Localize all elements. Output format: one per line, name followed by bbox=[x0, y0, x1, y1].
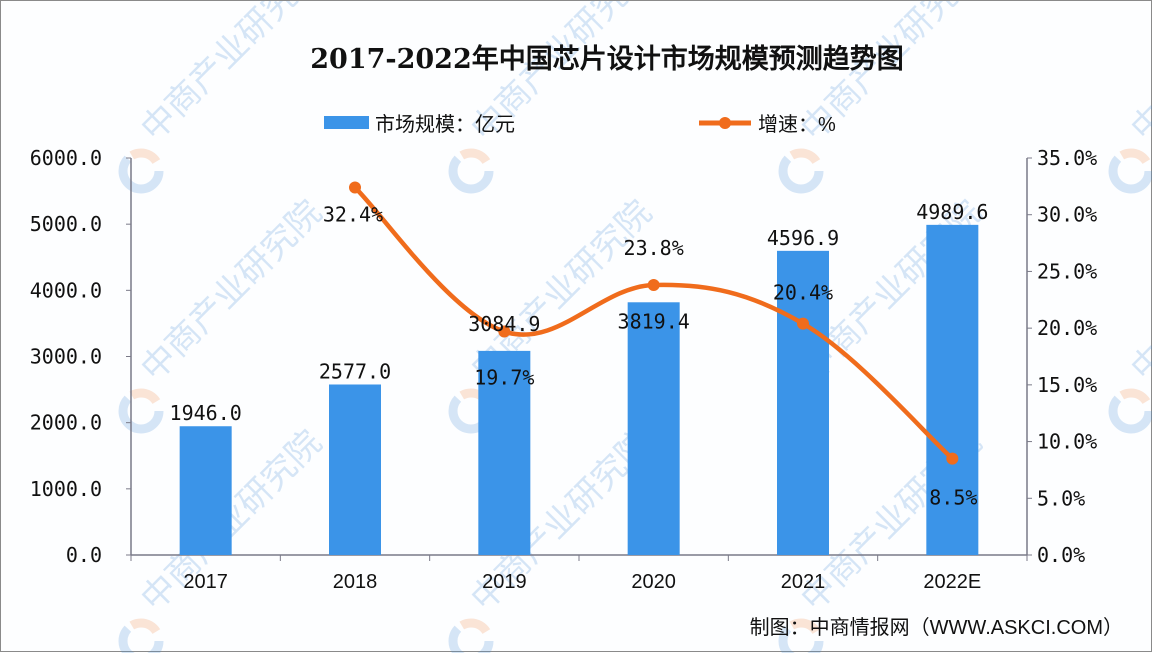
bar-value-label: 2577.0 bbox=[319, 359, 391, 383]
svg-text:中商产业研究院: 中商产业研究院 bbox=[1124, 193, 1152, 388]
data-labels: 1946.0 2577.0 3084.9 3819.4 4596.9 4989.6 32.4… bbox=[170, 200, 989, 510]
bar bbox=[179, 426, 232, 555]
right-tick-label: 25.0% bbox=[1037, 259, 1097, 283]
right-tick-label: 10.0% bbox=[1037, 430, 1097, 454]
line-marker bbox=[349, 181, 361, 194]
legend-line-marker-icon bbox=[719, 117, 731, 129]
bar-value-label: 3819.4 bbox=[618, 309, 690, 333]
legend-bar-swatch bbox=[324, 116, 369, 129]
legend: 市场规模：亿元 增速：% bbox=[324, 113, 836, 136]
left-tick-label: 6000.0 bbox=[30, 146, 102, 170]
x-tick-label: 2021 bbox=[781, 571, 826, 593]
right-tick-label: 0.0% bbox=[1037, 543, 1085, 567]
growth-value-label: 19.7% bbox=[474, 366, 534, 390]
bar bbox=[926, 224, 979, 555]
watermark-logo-icon: 中商产业研究院 bbox=[448, 1, 659, 194]
source-note: 制图：中商情报网（WWW.ASKCI.COM） bbox=[750, 616, 1123, 639]
x-tick-label: 2020 bbox=[631, 571, 676, 593]
svg-text:中商产业研究院: 中商产业研究院 bbox=[1124, 1, 1152, 148]
growth-value-label: 20.4% bbox=[773, 281, 833, 305]
legend-line-label: 增速：% bbox=[758, 113, 836, 136]
svg-text:中商产业研究院: 中商产业研究院 bbox=[134, 193, 329, 388]
bar-value-label: 1946.0 bbox=[170, 401, 242, 425]
watermark-logo-icon: 中商产业研究院 bbox=[118, 193, 329, 434]
x-tick-label: 2022E bbox=[923, 571, 981, 593]
growth-value-label: 23.8% bbox=[624, 236, 684, 260]
x-tick-label: 2018 bbox=[333, 571, 378, 593]
line-marker bbox=[797, 317, 809, 330]
axes: 0.0 1000.0 2000.0 3000.0 4000.0 5000.0 6000.0 0… bbox=[30, 146, 1097, 593]
left-tick-label: 0.0 bbox=[66, 543, 102, 567]
line-marker bbox=[498, 325, 511, 338]
line-marker bbox=[946, 452, 959, 465]
bar-series bbox=[179, 224, 979, 556]
left-tick-label: 5000.0 bbox=[30, 212, 102, 236]
watermark-logo-icon: 中商产业研究院 bbox=[778, 1, 989, 194]
right-tick-label: 30.0% bbox=[1037, 203, 1097, 227]
right-tick-label: 15.0% bbox=[1037, 373, 1097, 397]
x-tick-label: 2017 bbox=[183, 571, 228, 593]
bar bbox=[627, 302, 680, 555]
bar bbox=[478, 350, 531, 555]
bar-value-label: 4596.9 bbox=[767, 226, 839, 250]
bar bbox=[777, 250, 829, 556]
chart-title: 2017-2022年中国芯片设计市场规模预测趋势图 bbox=[310, 43, 904, 75]
left-tick-label: 3000.0 bbox=[30, 345, 102, 369]
watermark-logo-icon: 中商产业研究院 bbox=[1108, 193, 1152, 434]
left-tick-label: 2000.0 bbox=[30, 411, 102, 435]
x-tick-label: 2019 bbox=[482, 571, 527, 593]
growth-value-label: 8.5% bbox=[929, 486, 977, 510]
bar-value-label: 3084.9 bbox=[468, 312, 540, 336]
left-tick-label: 4000.0 bbox=[30, 278, 102, 302]
watermark-logo-icon: 中商产业研究院 bbox=[118, 1, 329, 194]
line-marker bbox=[647, 279, 660, 292]
growth-value-label: 32.4% bbox=[323, 202, 383, 226]
right-tick-label: 35.0% bbox=[1037, 146, 1097, 170]
right-tick-label: 20.0% bbox=[1037, 316, 1097, 340]
line-series bbox=[349, 181, 959, 465]
bar-value-label: 4989.6 bbox=[916, 200, 988, 224]
watermark-logo-icon: 中商产业研究院 bbox=[1108, 1, 1152, 194]
bar bbox=[329, 384, 381, 555]
left-tick-label: 1000.0 bbox=[30, 477, 102, 501]
svg-text:中商产业研究院: 中商产业研究院 bbox=[134, 1, 329, 148]
legend-bar-label: 市场规模：亿元 bbox=[375, 113, 515, 136]
right-tick-label: 5.0% bbox=[1037, 486, 1085, 510]
